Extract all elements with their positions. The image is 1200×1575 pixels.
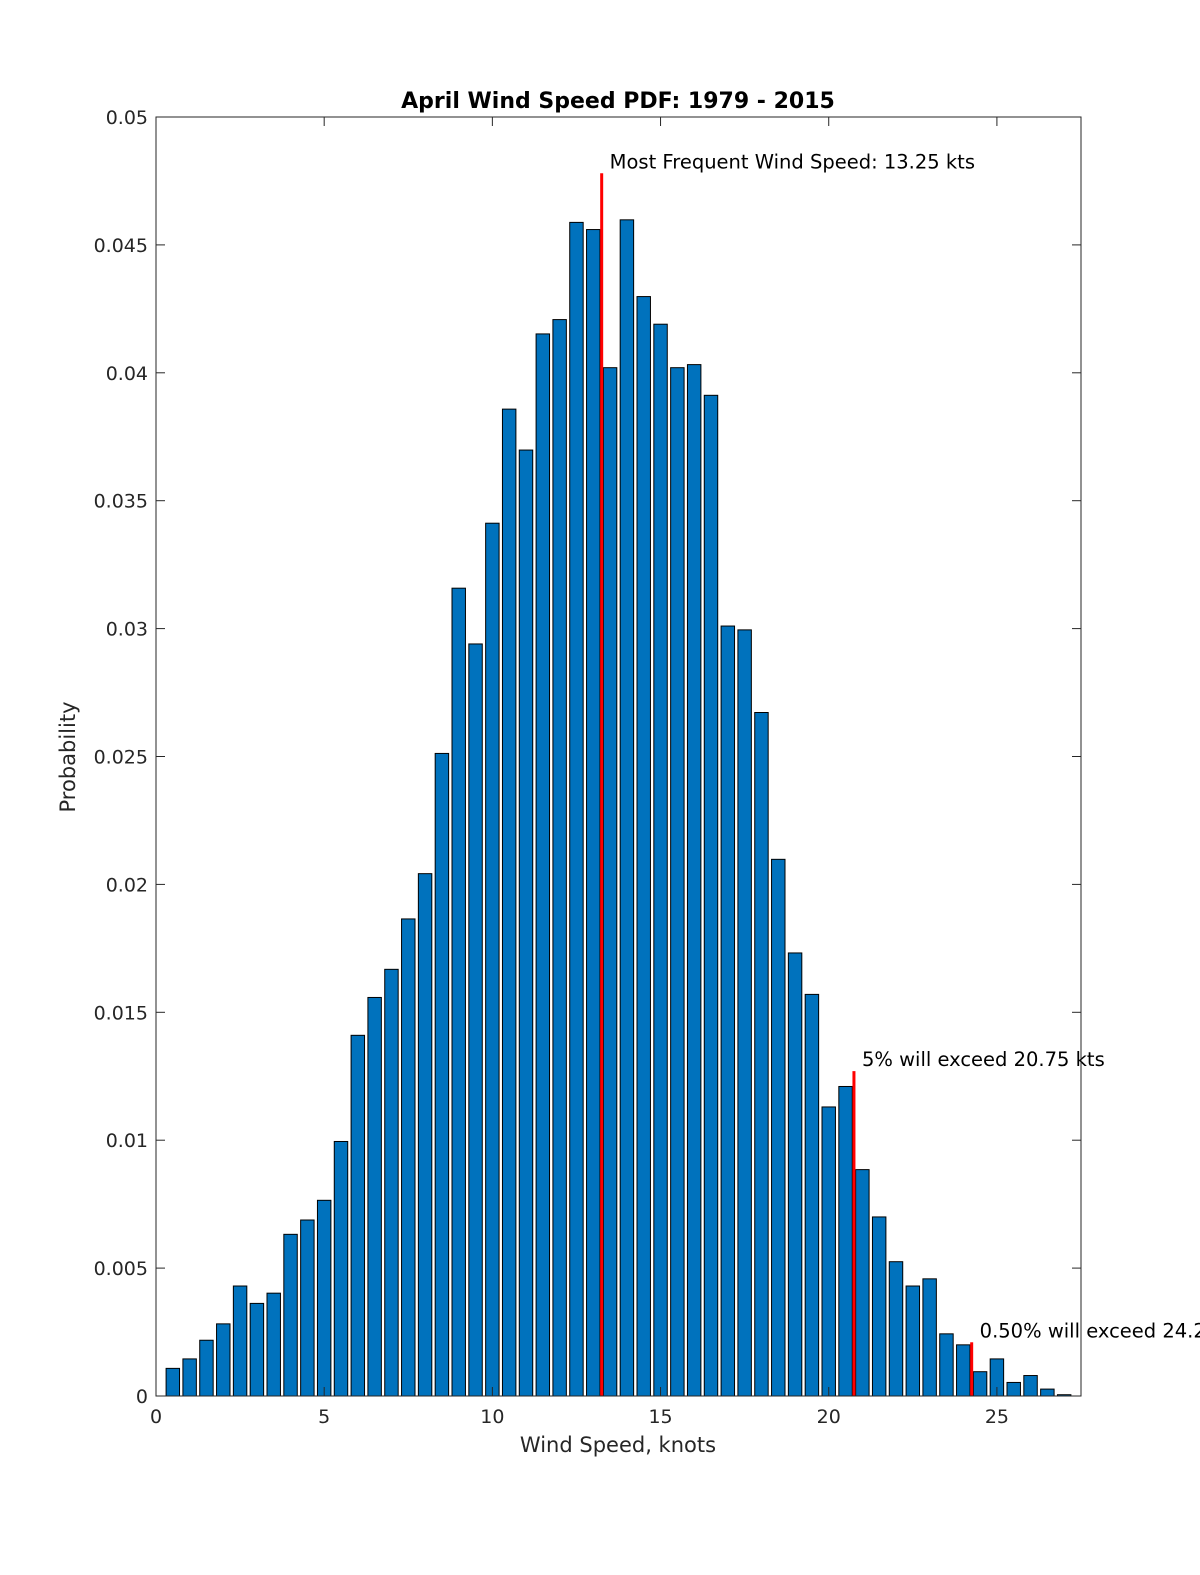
bar	[586, 229, 601, 1397]
marker-annotation: 5% will exceed 20.75 kts	[862, 1048, 1105, 1071]
bar	[501, 408, 517, 1397]
bar	[804, 993, 820, 1397]
bar	[451, 587, 466, 1397]
bar	[636, 296, 651, 1397]
bar	[754, 712, 769, 1397]
bar	[1023, 1375, 1038, 1397]
bar	[249, 1302, 265, 1397]
x-tick-label: 10	[480, 1406, 504, 1428]
y-tick-label: 0.05	[106, 107, 148, 129]
y-tick-label: 0.035	[94, 491, 148, 513]
bar	[316, 1199, 332, 1397]
x-tick-label: 25	[985, 1406, 1009, 1428]
y-tick-label: 0.02	[106, 874, 148, 896]
chart-title: April Wind Speed PDF: 1979 - 2015	[401, 89, 835, 114]
bar	[401, 918, 416, 1397]
bar	[972, 1371, 988, 1397]
y-tick-label: 0.03	[106, 619, 148, 641]
bar	[855, 1169, 870, 1397]
y-tick-label: 0.045	[94, 235, 148, 257]
y-tick-label: 0.025	[94, 747, 148, 769]
axes-outline	[155, 116, 1082, 1397]
bar	[838, 1085, 853, 1397]
bar	[737, 629, 752, 1397]
bar	[552, 319, 567, 1397]
y-axis-label: Probability	[56, 701, 80, 812]
axes-box	[155, 116, 1082, 1397]
bar	[266, 1292, 281, 1397]
bar	[384, 968, 399, 1397]
bar	[1006, 1381, 1021, 1397]
bar	[485, 522, 500, 1397]
bar	[670, 367, 685, 1397]
bar	[1040, 1388, 1055, 1397]
bar	[300, 1219, 315, 1397]
bar	[939, 1333, 954, 1397]
y-tick-label: 0.04	[106, 363, 148, 385]
bar	[518, 449, 534, 1397]
y-tick-label: 0.005	[94, 1258, 148, 1280]
bar	[821, 1106, 836, 1397]
bar	[434, 752, 450, 1397]
bar	[905, 1285, 921, 1397]
bar	[653, 323, 668, 1397]
bar	[367, 996, 382, 1397]
bar	[956, 1344, 971, 1397]
x-tick-label: 5	[318, 1406, 330, 1428]
x-axis-label: Wind Speed, knots	[520, 1433, 716, 1457]
bar	[182, 1358, 197, 1397]
bar	[283, 1233, 298, 1397]
tick-labels-group: 0 5 10 15 20 25 0 0.005 0.01 0.015 0.02 0.025 0.03 0.…	[94, 107, 1009, 1428]
bar	[417, 873, 433, 1397]
markers-group: Most Frequent Wind Speed: 13.25 kts 5% wi…	[600, 150, 1200, 1396]
bar	[619, 219, 635, 1397]
bar	[216, 1323, 231, 1397]
bar	[771, 858, 786, 1397]
bar	[703, 394, 719, 1397]
y-tick-label: 0	[136, 1386, 148, 1408]
y-tick-label: 0.01	[106, 1130, 148, 1152]
y-tick-label: 0.015	[94, 1002, 148, 1024]
bar	[569, 221, 584, 1397]
bar	[468, 643, 483, 1397]
x-tick-label: 0	[150, 1406, 162, 1428]
bar	[165, 1367, 181, 1397]
marker-annotation: Most Frequent Wind Speed: 13.25 kts	[610, 150, 975, 173]
bar	[720, 625, 736, 1397]
bar	[232, 1285, 248, 1397]
bar	[871, 1216, 887, 1397]
x-tick-label: 20	[817, 1406, 841, 1428]
bar	[350, 1034, 366, 1397]
bar	[787, 952, 803, 1397]
bar	[922, 1278, 937, 1397]
bar	[535, 333, 551, 1397]
marker-annotation: 0.50% will exceed 24.25 kts	[980, 1319, 1200, 1342]
ticks-group	[155, 116, 1082, 1397]
bar	[686, 364, 702, 1397]
bar	[602, 367, 618, 1397]
bar	[333, 1140, 349, 1397]
x-tick-label: 15	[648, 1406, 672, 1428]
bar	[199, 1339, 214, 1397]
bar	[888, 1261, 904, 1397]
